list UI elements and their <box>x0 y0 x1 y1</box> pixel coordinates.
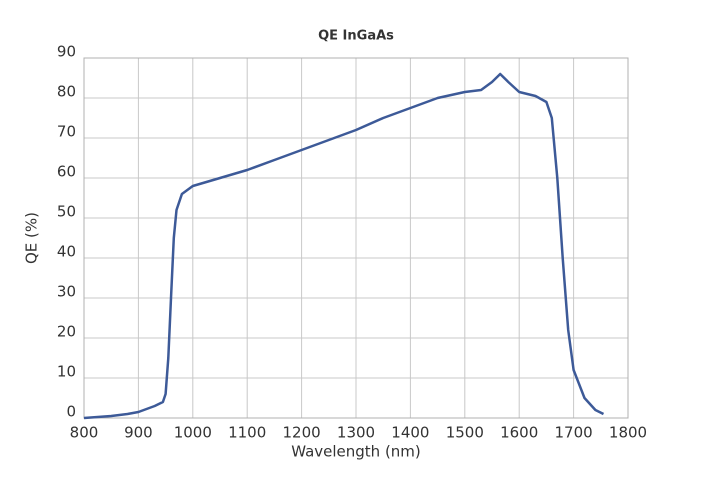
y-tick-label: 40 <box>57 243 76 261</box>
y-tick-label: 30 <box>57 283 76 301</box>
y-tick-label: 80 <box>57 83 76 101</box>
x-axis-label: Wavelength (nm) <box>291 443 421 461</box>
y-tick-label: 60 <box>57 163 76 181</box>
x-tick-label: 800 <box>70 424 99 442</box>
y-axis-label: QE (%) <box>23 212 41 264</box>
x-tick-label: 1100 <box>228 424 266 442</box>
y-tick-label: 50 <box>57 203 76 221</box>
x-tick-label: 1400 <box>391 424 429 442</box>
plot-border <box>83 57 629 419</box>
x-tick-label: 1700 <box>555 424 593 442</box>
x-tick-label: 1800 <box>609 424 647 442</box>
x-tick-label: 1600 <box>500 424 538 442</box>
chart-title: QE InGaAs <box>318 29 394 44</box>
y-tick-label: 70 <box>57 123 76 141</box>
y-tick-label: 90 <box>57 43 76 61</box>
x-tick-label: 1000 <box>174 424 212 442</box>
y-tick-label: 20 <box>57 323 76 341</box>
x-tick-label: 1500 <box>446 424 484 442</box>
x-tick-label: 1300 <box>337 424 375 442</box>
qe-line <box>83 72 605 420</box>
x-tick-label: 900 <box>124 424 153 442</box>
y-tick-label: 10 <box>57 363 76 381</box>
x-tick-label: 1200 <box>283 424 321 442</box>
y-tick-label: 0 <box>66 403 76 421</box>
